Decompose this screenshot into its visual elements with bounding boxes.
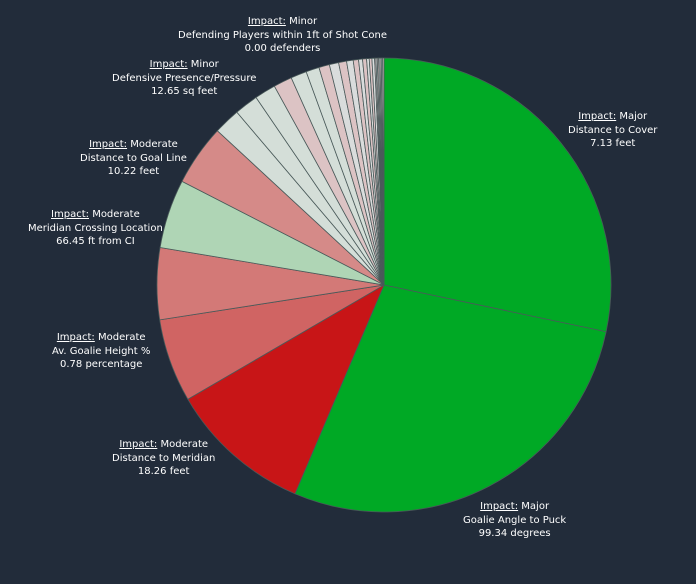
label-prefix: Impact: bbox=[578, 111, 617, 122]
slice-label-meridian-crossing: Impact: Moderate Meridian Crossing Locat… bbox=[28, 208, 163, 249]
label-feature: Meridian Crossing Location bbox=[28, 222, 163, 234]
label-value: 66.45 ft from CI bbox=[56, 236, 135, 247]
label-impact: Moderate bbox=[130, 139, 178, 150]
label-impact: Moderate bbox=[92, 209, 140, 220]
slice-label-distance-to-goal-line: Impact: Moderate Distance to Goal Line 1… bbox=[80, 138, 187, 179]
pie-slice-distance-to-meridian bbox=[187, 284, 385, 495]
slice-label-distance-to-meridian: Impact: Moderate Distance to Meridian 18… bbox=[112, 438, 215, 479]
label-prefix: Impact: bbox=[89, 139, 128, 150]
slice-label-defensive-presence: Impact: Minor Defensive Presence/Pressur… bbox=[112, 58, 256, 99]
label-impact: Major bbox=[521, 501, 550, 512]
label-impact: Minor bbox=[289, 16, 318, 27]
label-prefix: Impact: bbox=[56, 332, 95, 343]
slice-label-goalie-height: Impact: Moderate Av. Goalie Height % 0.7… bbox=[52, 331, 150, 372]
slice-label-distance-to-cover: Impact: Major Distance to Cover 7.13 fee… bbox=[568, 110, 657, 151]
label-prefix: Impact: bbox=[51, 209, 89, 220]
label-value: 0.00 defenders bbox=[244, 43, 321, 54]
slice-label-goalie-angle: Impact: Major Goalie Angle to Puck 99.34… bbox=[463, 500, 566, 541]
label-feature: Defending Players within 1ft of Shot Con… bbox=[178, 29, 387, 41]
label-feature: Distance to Goal Line bbox=[80, 152, 187, 164]
label-feature: Defensive Presence/Pressure bbox=[112, 72, 257, 84]
label-value: 12.65 sq feet bbox=[151, 86, 218, 97]
label-value: 0.78 percentage bbox=[60, 359, 143, 370]
label-feature: Distance to Cover bbox=[568, 124, 658, 136]
label-feature: Goalie Angle to Puck bbox=[463, 514, 567, 526]
label-value: 10.22 feet bbox=[107, 166, 160, 177]
label-impact: Moderate bbox=[160, 439, 209, 450]
pie-slice-distance-to-cover bbox=[383, 57, 612, 333]
label-prefix: Impact: bbox=[247, 16, 286, 27]
pie-slice-defending-players-within-1ft-of-shot-cone bbox=[382, 57, 385, 286]
label-value: 99.34 degrees bbox=[478, 528, 551, 539]
label-prefix: Impact: bbox=[149, 59, 188, 70]
label-feature: Av. Goalie Height % bbox=[52, 345, 151, 357]
slice-label-defending-players: Impact: Minor Defending Players within 1… bbox=[178, 15, 387, 56]
label-impact: Major bbox=[619, 111, 648, 122]
label-prefix: Impact: bbox=[119, 439, 158, 450]
label-impact: Moderate bbox=[97, 332, 146, 343]
label-prefix: Impact: bbox=[480, 501, 519, 512]
label-impact: Minor bbox=[190, 59, 219, 70]
label-value: 18.26 feet bbox=[137, 466, 190, 477]
label-feature: Distance to Meridian bbox=[112, 452, 216, 464]
pie-slice-goalie-angle-to-puck bbox=[294, 284, 607, 513]
label-value: 7.13 feet bbox=[590, 138, 636, 149]
pie-slices bbox=[156, 57, 612, 513]
